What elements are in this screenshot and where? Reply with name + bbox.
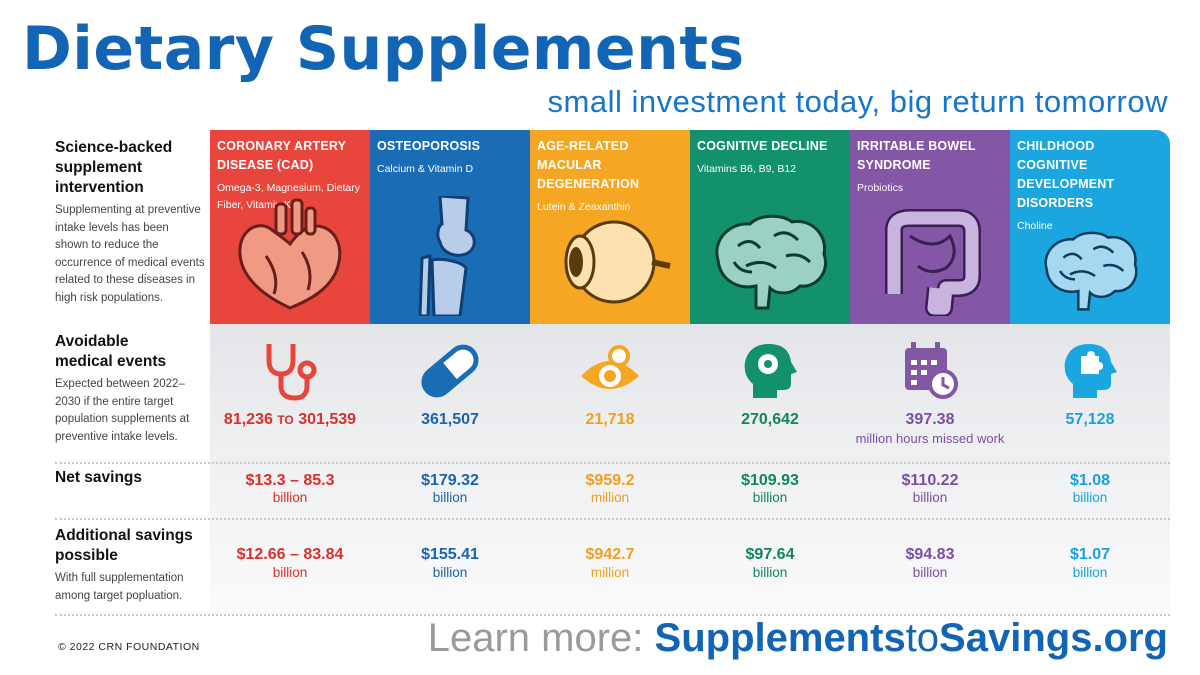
intestine-icon <box>885 209 981 316</box>
add-unit-ibs: billion <box>912 565 948 580</box>
net-savings-childhood: $1.08 <box>1069 472 1111 489</box>
eye-icon <box>530 340 690 402</box>
events-value-cognitive-decline: 270,642 <box>741 411 799 428</box>
head-gear-icon <box>690 340 850 402</box>
header-cognitive-decline: COGNITIVE DECLINE Vitamins B6, B9, B12 <box>690 130 850 324</box>
events-value-cad: 81,236 TO 301,539 <box>223 411 357 428</box>
brain-icon <box>715 214 827 310</box>
add-unit-cad: billion <box>272 565 308 580</box>
row-divider <box>55 614 1170 616</box>
add-savings-cognitive-decline: $97.64 <box>745 546 795 563</box>
add-unit-osteoporosis: billion <box>432 565 468 580</box>
events-value-ibs: 397.38 <box>905 411 955 428</box>
row-desc-additional: With full supplementation among target p… <box>55 572 184 602</box>
url-part: Supplements <box>654 616 906 660</box>
net-unit-ibs: billion <box>912 490 948 505</box>
url-part: to <box>905 616 940 660</box>
net-unit-childhood: billion <box>1072 490 1108 505</box>
column-supplements: Vitamins B6, B9, B12 <box>697 163 797 175</box>
add-savings-cad: $12.66 – 83.84 <box>236 546 344 563</box>
row-label-avoidable: Avoidable medical events Expected betwee… <box>55 332 205 446</box>
row-heading-net: Net savings <box>55 469 143 486</box>
net-unit-osteoporosis: billion <box>432 490 468 505</box>
row-heading-avoidable: Avoidable medical events <box>55 333 167 370</box>
knee-joint-icon <box>418 196 476 316</box>
header-amd: AGE-RELATED MACULAR DEGENERATION Lutein … <box>530 130 690 324</box>
row-heading-intervention: Science-backed supplement intervention <box>55 139 173 196</box>
calendar-clock-icon <box>850 340 1010 402</box>
heart-icon <box>238 198 342 310</box>
events-value-childhood: 57,128 <box>1065 411 1115 428</box>
add-savings-childhood: $1.07 <box>1069 546 1111 563</box>
column-name: OSTEOPOROSIS <box>377 139 481 153</box>
add-unit-childhood: billion <box>1072 565 1108 580</box>
add-savings-amd: $942.7 <box>585 546 635 563</box>
brain-icon <box>1044 231 1138 311</box>
column-name: AGE-RELATED MACULAR DEGENERATION <box>537 139 640 191</box>
row-label-additional: Additional savings possible With full su… <box>55 526 205 605</box>
page-subtitle: small investment today, big return tomor… <box>547 84 1168 119</box>
header-cad: CORONARY ARTERY DISEASE (CAD) Omega-3, M… <box>210 130 370 324</box>
net-unit-cognitive-decline: billion <box>752 490 788 505</box>
net-savings-osteoporosis: $179.32 <box>421 472 479 489</box>
row-label-intervention: Science-backed supplement intervention S… <box>55 138 205 307</box>
events-note-ibs: million hours missed work <box>855 431 1005 446</box>
head-puzzle-icon <box>1010 340 1170 402</box>
pill-capsule-icon <box>370 340 530 402</box>
column-supplements: Choline <box>1017 220 1053 232</box>
net-savings-ibs: $110.22 <box>901 472 959 489</box>
net-unit-amd: million <box>590 490 630 505</box>
column-supplements: Probiotics <box>857 182 904 194</box>
net-savings-amd: $959.2 <box>585 472 635 489</box>
row-divider <box>55 518 1170 520</box>
eyeball-icon <box>564 220 671 304</box>
stethoscope-icon <box>210 340 370 402</box>
events-value-osteoporosis: 361,507 <box>421 411 479 428</box>
column-name: IRRITABLE BOWEL SYNDROME <box>857 139 976 172</box>
header-ibs: IRRITABLE BOWEL SYNDROME Probiotics <box>850 130 1010 324</box>
add-savings-osteoporosis: $155.41 <box>421 546 479 563</box>
net-savings-cad: $13.3 – 85.3 <box>245 472 335 489</box>
column-name: CHILDHOOD COGNITIVE DEVELOPMENT DISORDER… <box>1017 139 1115 210</box>
add-unit-cognitive-decline: billion <box>752 565 788 580</box>
column-name: COGNITIVE DECLINE <box>697 139 828 153</box>
row-desc-intervention: Supplementing at preventive intake level… <box>55 204 205 304</box>
copyright: © 2022 CRN FOUNDATION <box>58 641 200 653</box>
column-supplements: Calcium & Vitamin D <box>377 163 474 175</box>
column-name: CORONARY ARTERY DISEASE (CAD) <box>217 139 346 172</box>
url-part: Savings.org <box>939 616 1168 660</box>
learn-more-link[interactable]: Learn more: SupplementstoSavings.org <box>428 616 1168 661</box>
header-childhood: CHILDHOOD COGNITIVE DEVELOPMENT DISORDER… <box>1010 130 1170 324</box>
net-unit-cad: billion <box>272 490 308 505</box>
header-osteoporosis: OSTEOPOROSIS Calcium & Vitamin D <box>370 130 530 324</box>
add-unit-amd: million <box>590 565 630 580</box>
column-supplements: Lutein & Zeaxanthin <box>537 201 631 213</box>
row-divider <box>55 462 1170 464</box>
learn-more-label: Learn more: <box>427 616 655 660</box>
net-savings-cognitive-decline: $109.93 <box>741 472 799 489</box>
events-value-amd: 21,718 <box>585 411 635 428</box>
row-desc-avoidable: Expected between 2022–2030 if the entire… <box>55 378 190 443</box>
row-label-net: Net savings <box>55 468 205 488</box>
row-heading-additional: Additional savings possible <box>55 527 193 564</box>
page-title: Dietary Supplements <box>22 14 745 84</box>
add-savings-ibs: $94.83 <box>905 546 955 563</box>
